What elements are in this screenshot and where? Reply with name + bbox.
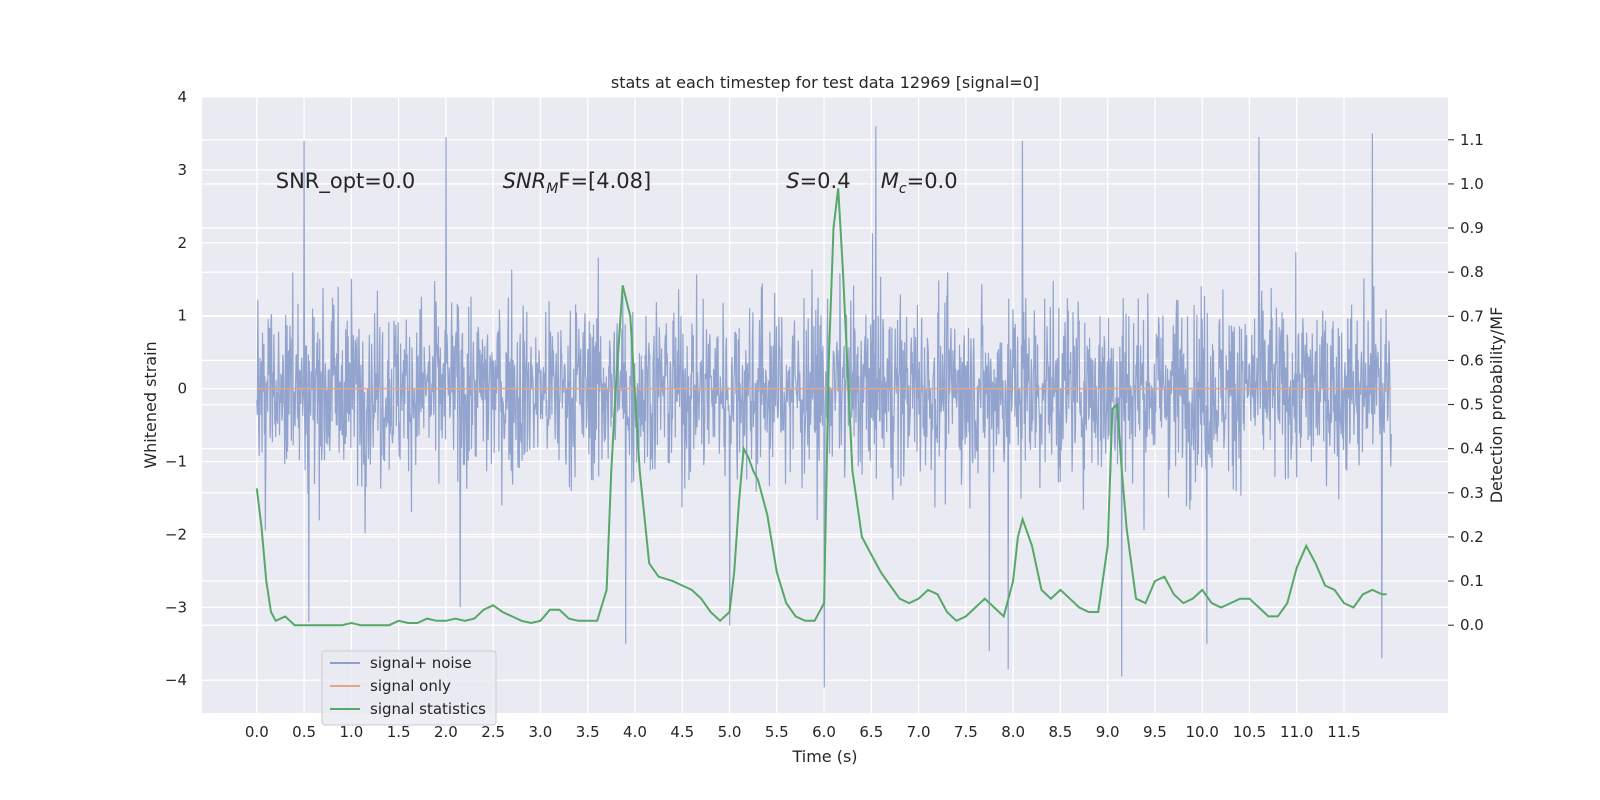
right-y-tick-label: 0.0 [1460, 616, 1484, 634]
annotation: SNRMF=[4.08] [503, 169, 652, 197]
left-y-tick-labels: −4 −3 −2 −1 0 1 2 3 4 [165, 88, 187, 689]
annotations: SNR_opt=0.0 SNRMF=[4.08] S=0.4 Mc=0.0 [276, 169, 958, 197]
left-y-tick-label: 2 [177, 234, 187, 252]
x-tick-label: 4.0 [623, 723, 647, 741]
right-y-axis-label: Detection probability/MF [1487, 307, 1506, 504]
right-y-tick-label: 0.1 [1460, 572, 1484, 590]
x-tick-label: 5.0 [718, 723, 742, 741]
left-y-axis-label: Whitened strain [141, 341, 160, 468]
x-tick-label: 1.5 [387, 723, 411, 741]
x-tick-label: 2.0 [434, 723, 458, 741]
x-axis-label: Time (s) [791, 747, 857, 766]
annotation: Mc=0.0 [881, 169, 958, 197]
left-y-tick-label: −3 [165, 598, 187, 616]
x-tick-label: 8.0 [1001, 723, 1025, 741]
right-y-tick-label: 0.9 [1460, 219, 1484, 237]
right-y-tick-label: 0.6 [1460, 351, 1484, 369]
chart-title: stats at each timestep for test data 129… [611, 73, 1039, 92]
x-tick-label: 9.5 [1143, 723, 1167, 741]
left-y-tick-label: 3 [177, 161, 187, 179]
left-y-tick-label: −1 [165, 452, 187, 470]
annotation: SNR_opt=0.0 [276, 169, 416, 194]
x-tick-label: 8.5 [1048, 723, 1072, 741]
right-y-tick-label: 0.8 [1460, 263, 1484, 281]
x-tick-label: 5.5 [765, 723, 789, 741]
right-y-tick-label: 0.4 [1460, 440, 1484, 458]
x-tick-label: 7.5 [954, 723, 978, 741]
right-y-tick-label: 0.2 [1460, 528, 1484, 546]
right-y-tick-label: 1.0 [1460, 175, 1484, 193]
x-tick-label: 0.5 [292, 723, 316, 741]
x-tick-label: 3.5 [576, 723, 600, 741]
x-tick-label: 7.0 [907, 723, 931, 741]
left-y-tick-label: 1 [177, 307, 187, 325]
legend-label-signal-plus-noise: signal+ noise [370, 654, 472, 672]
x-tick-label: 2.5 [481, 723, 505, 741]
x-tick-label: 11.0 [1280, 723, 1313, 741]
x-tick-label: 10.5 [1233, 723, 1266, 741]
annotation: S=0.4 [786, 169, 850, 193]
legend: signal+ noise signal only signal statist… [321, 650, 497, 726]
left-y-tick-label: −4 [165, 671, 187, 689]
signal-statistics-line [255, 188, 1387, 627]
legend-label-signal-statistics: signal statistics [370, 700, 486, 718]
x-tick-label: 9.0 [1096, 723, 1120, 741]
right-y-tick-label: 0.7 [1460, 307, 1484, 325]
right-y-tick-label: 0.3 [1460, 484, 1484, 502]
x-tick-label: 6.5 [859, 723, 883, 741]
x-tick-label: 0.0 [245, 723, 269, 741]
right-y-tick-label: 0.5 [1460, 396, 1484, 414]
x-tick-labels: 0.0 0.5 1.0 1.5 2.0 2.5 3.0 3.5 4.0 4.5 5.0 5.5 6.0 6… [245, 723, 1361, 741]
x-tick-label: 10.0 [1186, 723, 1219, 741]
left-y-tick-label: 4 [177, 88, 187, 106]
x-tick-label: 4.5 [670, 723, 694, 741]
legend-label-signal-only: signal only [370, 677, 451, 695]
left-y-tick-label: −2 [165, 525, 187, 543]
x-tick-label: 6.0 [812, 723, 836, 741]
series-signal-plus-noise [256, 126, 1392, 688]
signal-plus-noise-line [256, 126, 1392, 688]
left-y-tick-label: 0 [177, 380, 187, 398]
x-tick-label: 11.5 [1327, 723, 1360, 741]
x-tick-label: 3.0 [529, 723, 553, 741]
series-signal-statistics [255, 188, 1387, 627]
x-tick-label: 1.0 [339, 723, 363, 741]
right-y-tick-label: 1.1 [1460, 131, 1484, 149]
right-y-tick-labels: 0.0 0.1 0.2 0.3 0.4 0.5 0.6 0.7 0.8 0.9 1.0 1.1 [1448, 131, 1484, 634]
legend-box [321, 650, 497, 726]
